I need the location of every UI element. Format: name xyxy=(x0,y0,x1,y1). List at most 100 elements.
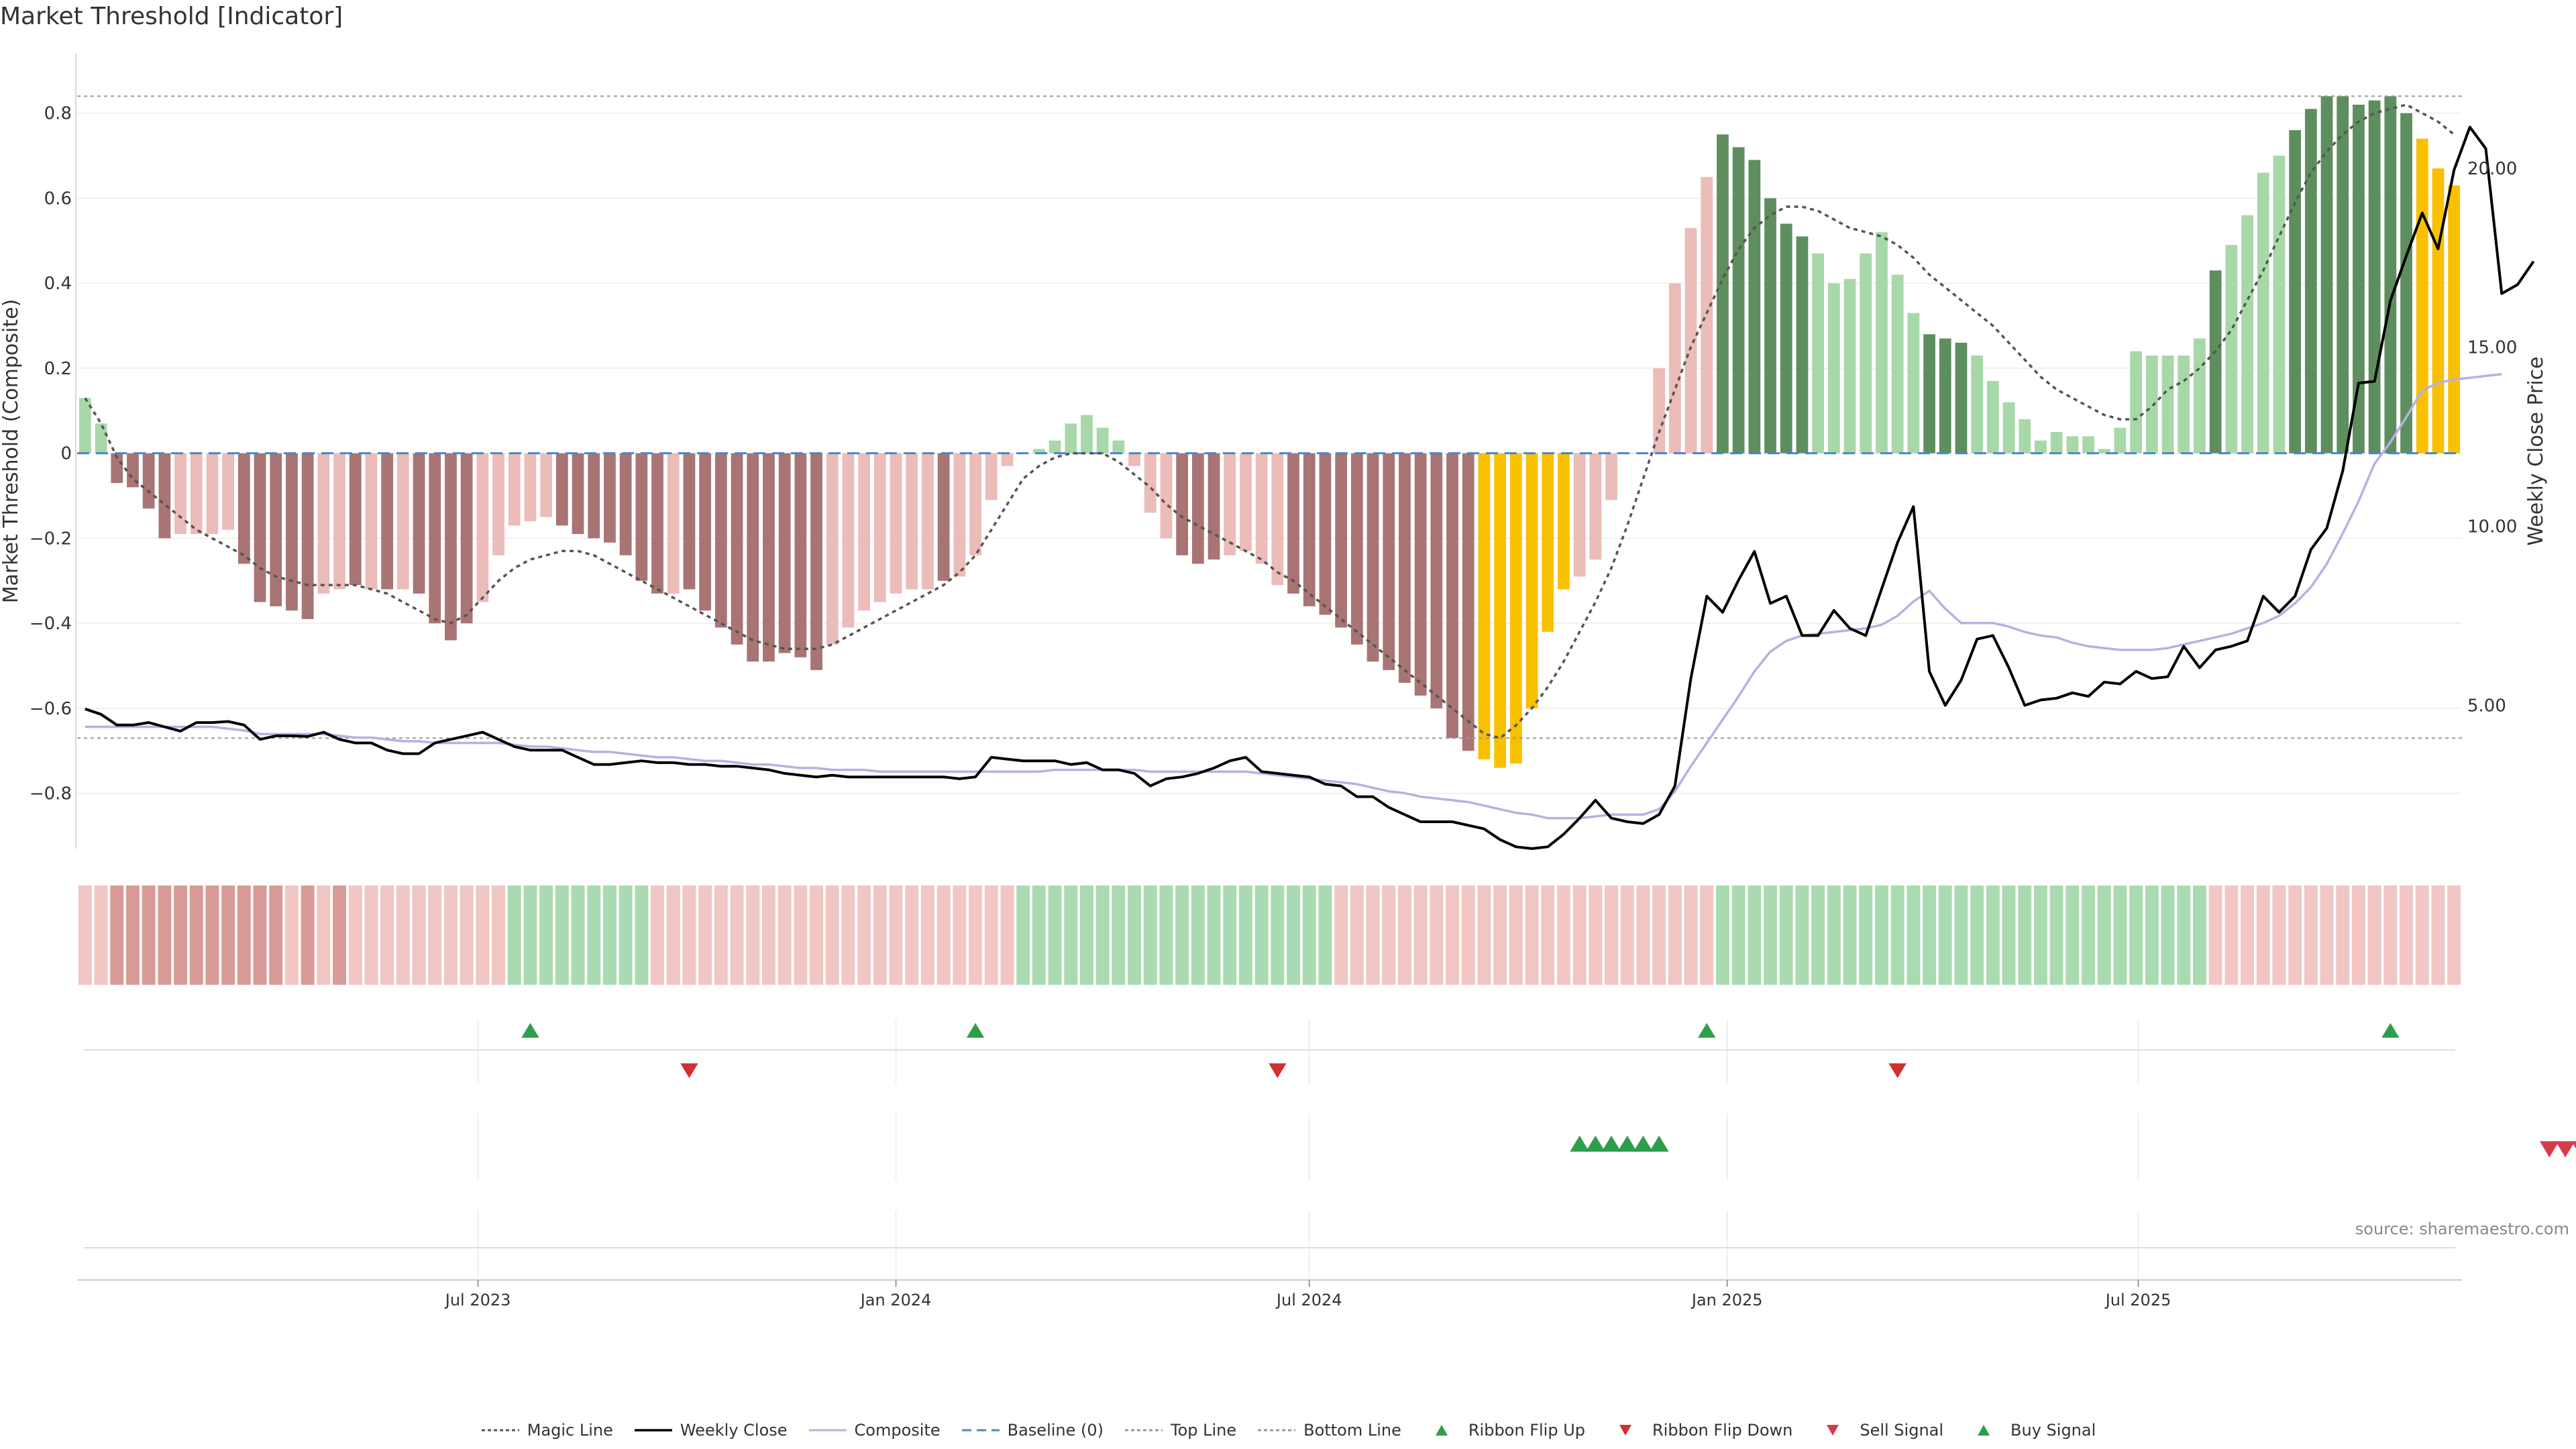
threshold-bar xyxy=(476,453,489,602)
threshold-bar xyxy=(2082,436,2094,453)
threshold-bar xyxy=(2145,355,2158,453)
ribbon-cell xyxy=(2383,885,2398,985)
threshold-bar xyxy=(2194,338,2206,453)
threshold-bar xyxy=(985,453,998,500)
threshold-bar xyxy=(2002,402,2015,453)
threshold-bar xyxy=(396,453,409,590)
ribbon-cell xyxy=(777,885,792,985)
ribbon-cell xyxy=(1970,885,1984,985)
threshold-bar xyxy=(2432,168,2445,453)
ribbon-cell xyxy=(1668,885,1682,985)
threshold-bar xyxy=(619,453,632,555)
ribbon-cell xyxy=(1684,885,1698,985)
dotted-line-icon xyxy=(481,1429,519,1432)
threshold-bar xyxy=(1160,453,1173,539)
threshold-bar xyxy=(906,453,918,590)
ribbon-cell xyxy=(348,885,362,985)
ribbon-cell xyxy=(237,885,251,985)
threshold-bar xyxy=(2320,96,2333,453)
ribbon-cell xyxy=(920,885,934,985)
threshold-bar xyxy=(1319,453,1332,615)
x-tick-label: Jan 2024 xyxy=(859,1291,932,1309)
threshold-bar xyxy=(1986,380,1999,453)
threshold-bar xyxy=(2384,96,2397,453)
ribbon-cell xyxy=(746,885,760,985)
threshold-bar xyxy=(333,453,345,590)
threshold-bar xyxy=(301,453,314,619)
ribbon-cell xyxy=(492,885,506,985)
sell-signal-marker xyxy=(2539,1141,2559,1158)
threshold-bars xyxy=(78,96,2461,768)
ribbon-cell xyxy=(2256,885,2270,985)
ribbon-cell xyxy=(317,885,331,985)
threshold-bar xyxy=(2066,436,2079,453)
legend-item-top: Top Line xyxy=(1124,1421,1236,1440)
ribbon-cell xyxy=(1461,885,1475,985)
x-tick-label: Jul 2023 xyxy=(444,1291,511,1309)
y-tick-label: 0.6 xyxy=(44,189,72,209)
threshold-bar xyxy=(381,453,394,590)
y-tick-label: −0.8 xyxy=(30,784,72,804)
ribbon-cell xyxy=(2082,885,2096,985)
threshold-bar xyxy=(349,453,362,586)
legend-item-magic: Magic Line xyxy=(480,1421,613,1440)
threshold-bar xyxy=(794,453,807,657)
buy-signal-marker xyxy=(1585,1135,1605,1152)
market-threshold-chart: −0.8 −0.6 −0.4 −0.2 0 0.2 0.4 0.6 0.8 5.00 10.00 15… xyxy=(0,54,2576,1309)
ribbon-cell xyxy=(1986,885,2000,985)
legend-label: Baseline (0) xyxy=(1007,1421,1104,1440)
ribbon-cell xyxy=(1541,885,1555,985)
ribbon-cell xyxy=(1095,885,1110,985)
ribbon-cell xyxy=(1795,885,1809,985)
source-note: source: sharemaestro.com xyxy=(2355,1220,2569,1238)
threshold-bar xyxy=(1224,453,1236,555)
threshold-bar xyxy=(365,453,378,590)
threshold-bar xyxy=(651,453,663,594)
threshold-bar xyxy=(1860,253,1872,453)
ribbon-cell xyxy=(571,885,585,985)
threshold-bar xyxy=(1843,278,1856,453)
ribbon-cell xyxy=(1079,885,1093,985)
threshold-bar xyxy=(2209,270,2222,453)
threshold-bar xyxy=(2304,109,2317,453)
threshold-bar xyxy=(1191,453,1204,564)
ribbon-cell xyxy=(1048,885,1062,985)
ribbon-cell xyxy=(698,885,712,985)
threshold-bar xyxy=(127,453,139,488)
ribbon-cell xyxy=(1954,885,1968,985)
dashed-line-icon xyxy=(961,1429,1000,1432)
threshold-bar xyxy=(158,453,171,539)
ribbon-cell xyxy=(1890,885,1904,985)
threshold-bar xyxy=(524,453,537,522)
threshold-bar xyxy=(1796,236,1809,453)
ribbon-cell xyxy=(730,885,744,985)
ribbon-cell xyxy=(905,885,919,985)
ribbon-cell xyxy=(1605,885,1619,985)
ribbon-cell xyxy=(2431,885,2445,985)
ribbon-cell xyxy=(284,885,299,985)
ribbon-cell xyxy=(110,885,124,985)
threshold-bar xyxy=(1478,453,1491,759)
ribbon-cell xyxy=(1572,885,1587,985)
ribbon-cell xyxy=(1350,885,1364,985)
ribbon-cell xyxy=(269,885,283,985)
threshold-bar xyxy=(2257,172,2269,453)
threshold-bar xyxy=(1287,453,1299,594)
buy-signal-marker xyxy=(1601,1135,1621,1152)
ribbon-cell xyxy=(1271,885,1285,985)
ribbon-cell xyxy=(1064,885,1078,985)
ribbon-cell xyxy=(984,885,998,985)
threshold-bar xyxy=(174,453,186,535)
ribbon-cell xyxy=(1764,885,1778,985)
ribbon-flip-up-marker xyxy=(1698,1022,1716,1038)
threshold-bar xyxy=(1240,453,1252,551)
buy-signal-marker xyxy=(1570,1135,1590,1152)
ribbon-flip-down-marker xyxy=(1269,1063,1287,1079)
threshold-bar xyxy=(1383,453,1395,670)
ribbon-cell xyxy=(619,885,633,985)
ribbon-cell xyxy=(602,885,616,985)
ribbon-cell xyxy=(1493,885,1507,985)
threshold-bar xyxy=(890,453,902,594)
ribbon-cell xyxy=(1191,885,1205,985)
threshold-bar xyxy=(2050,431,2063,453)
